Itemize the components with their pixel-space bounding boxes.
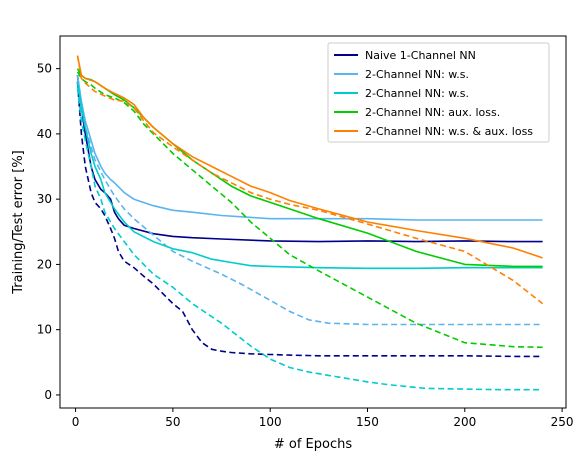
legend-label: 2-Channel NN: w.s. & aux. loss <box>365 125 533 138</box>
legend-label: 2-Channel NN: w.s. <box>365 87 469 100</box>
series-line-1-dashed <box>76 81 543 358</box>
y-tick-label: 10 <box>37 323 52 337</box>
plot-lines <box>76 55 544 391</box>
x-tick-label: 100 <box>259 415 282 429</box>
legend: Naive 1-Channel NN 2-Channel NN: w.s. 2-Ch… <box>327 42 550 143</box>
y-axis-label: Training/Test error [%] <box>11 150 26 295</box>
legend-label: 2-Channel NN: aux. loss. <box>365 106 500 119</box>
x-tick-label: 0 <box>72 415 80 429</box>
series-line-5-dashed <box>76 88 543 391</box>
x-axis-label: # of Epochs <box>274 437 352 452</box>
series-line-3-dashed <box>76 81 543 326</box>
x-tick-label: 200 <box>453 415 476 429</box>
series-line-2-solid <box>76 75 543 221</box>
series-line-8-solid <box>76 55 543 259</box>
series-line-7-dashed <box>76 71 543 349</box>
series-line-4-solid <box>76 81 543 270</box>
x-ticks: 0 50 100 150 200 250 <box>72 408 574 429</box>
y-tick-label: 50 <box>37 62 52 76</box>
series-line-9-dashed <box>76 55 544 305</box>
x-tick-label: 50 <box>165 415 180 429</box>
series-line-0-solid <box>76 75 543 243</box>
y-tick-label: 40 <box>37 127 52 141</box>
plot-frame <box>59 35 567 409</box>
x-tick-label: 150 <box>356 415 379 429</box>
y-tick-label: 20 <box>37 257 52 271</box>
legend-label: 2-Channel NN: w.s. <box>365 68 469 81</box>
y-tick-label: 30 <box>37 192 52 206</box>
y-tick-label: 0 <box>44 388 52 402</box>
x-tick-label: 250 <box>551 415 574 429</box>
legend-box <box>327 42 550 143</box>
y-ticks: 0 10 20 30 40 50 <box>37 62 60 402</box>
legend-label: Naive 1-Channel NN <box>365 49 476 62</box>
